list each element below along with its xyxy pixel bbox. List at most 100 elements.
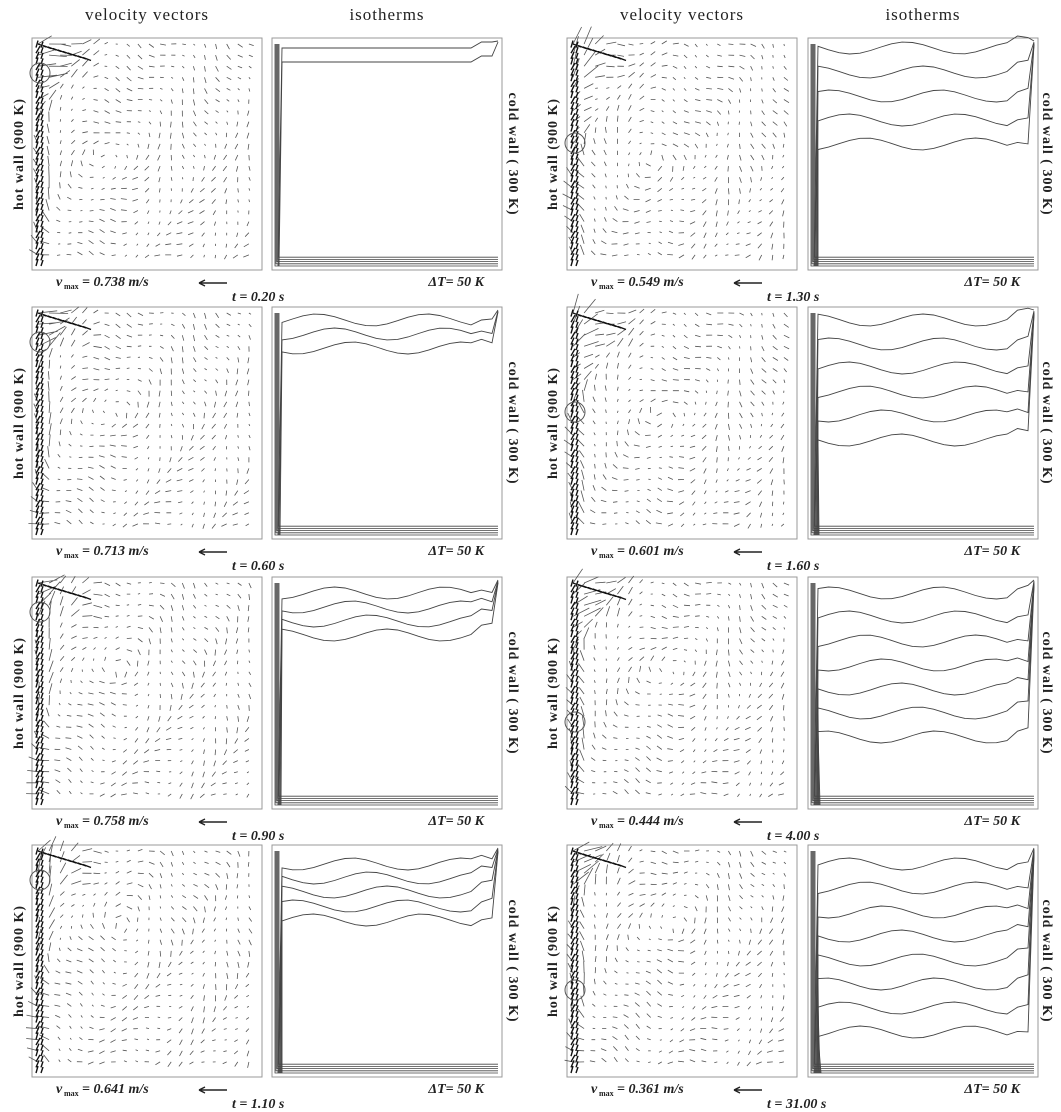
time-label: t = 31.00 s xyxy=(767,1097,827,1112)
isotherm xyxy=(816,582,1034,805)
isotherm xyxy=(812,44,1034,264)
isotherm xyxy=(815,311,1034,535)
vector-field xyxy=(565,569,789,797)
cold-wall-label: cold wall ( 300 K) xyxy=(1039,93,1054,216)
isotherm xyxy=(815,849,1034,1073)
vector-field xyxy=(26,575,251,799)
isotherm xyxy=(277,583,498,801)
isotherm xyxy=(818,854,1034,1073)
probe-circle xyxy=(565,133,585,153)
cold-wall-label: cold wall ( 300 K) xyxy=(1039,632,1054,755)
figure: velocity vectors isotherms velocity vector… xyxy=(0,0,1061,1112)
scale-arrow xyxy=(734,819,762,825)
probe-circle xyxy=(565,712,585,732)
isotherm xyxy=(818,852,1034,1073)
delta-t-label: ΔT= 50 K xyxy=(427,1082,485,1097)
isotherm xyxy=(815,581,1034,805)
vector-field xyxy=(565,842,787,1066)
isotherm xyxy=(817,313,1034,535)
isotherm xyxy=(278,313,498,528)
isotherm xyxy=(277,44,498,262)
vmax-symbol: v xyxy=(591,275,598,290)
vector-field xyxy=(29,36,253,259)
column-header: velocity vectors xyxy=(620,5,744,24)
vmax-subscript: max xyxy=(599,282,614,291)
delta-t-label: ΔT= 50 K xyxy=(963,1082,1021,1097)
vmax-value: = 0.758 m/s xyxy=(82,814,149,829)
vmax-value: = 0.549 m/s xyxy=(617,275,684,290)
vmax-subscript: max xyxy=(599,1089,614,1098)
isotherm xyxy=(818,315,1034,535)
isotherm xyxy=(816,43,1034,266)
column-header: isotherms xyxy=(349,5,424,24)
isotherm xyxy=(279,583,498,796)
isotherm xyxy=(280,582,498,805)
time-label: t = 0.90 s xyxy=(232,829,285,844)
isotherm xyxy=(276,583,498,803)
isotherm xyxy=(813,313,1034,531)
vmax-value: = 0.738 m/s xyxy=(82,275,149,290)
probe-circle xyxy=(565,402,585,422)
isotherm xyxy=(818,853,1034,1073)
isotherm xyxy=(275,583,498,805)
wall-jet xyxy=(36,848,91,1073)
isotherm xyxy=(275,44,498,266)
isotherm xyxy=(279,311,498,535)
vmax-symbol: v xyxy=(56,814,63,829)
isotherm xyxy=(813,583,1034,801)
isotherm xyxy=(279,849,498,1073)
isotherm xyxy=(817,44,1034,266)
isotherm xyxy=(276,44,498,264)
isotherm xyxy=(278,310,498,535)
isotherm xyxy=(815,313,1034,526)
wall-jet xyxy=(571,848,626,1073)
isotherm xyxy=(815,851,1034,1064)
time-label: t = 0.60 s xyxy=(232,559,285,574)
isotherm-frame xyxy=(272,307,502,539)
time-label: t = 1.30 s xyxy=(767,290,820,305)
isotherm xyxy=(276,851,498,1071)
isotherm xyxy=(275,851,498,1073)
isotherm xyxy=(815,44,1034,257)
isotherm xyxy=(814,44,1034,259)
isotherm xyxy=(275,313,498,535)
vmax-symbol: v xyxy=(591,544,598,559)
isotherm xyxy=(277,313,498,531)
scale-arrow xyxy=(734,549,762,555)
vmax-symbol: v xyxy=(56,1082,63,1097)
cold-wall-label: cold wall ( 300 K) xyxy=(505,900,520,1023)
isotherm xyxy=(818,314,1034,535)
vector-frame xyxy=(32,307,262,539)
vector-frame xyxy=(567,307,797,539)
vmax-value: = 0.641 m/s xyxy=(82,1082,149,1097)
isotherm xyxy=(814,36,1034,266)
time-label: t = 1.60 s xyxy=(767,559,820,574)
delta-t-label: ΔT= 50 K xyxy=(427,544,485,559)
hot-wall-label: hot wall (900 K) xyxy=(12,637,27,749)
isotherm xyxy=(814,583,1034,798)
delta-t-label: ΔT= 50 K xyxy=(963,275,1021,290)
vmax-symbol: v xyxy=(56,544,63,559)
isotherm xyxy=(278,583,498,798)
wall-jet xyxy=(36,580,91,805)
hot-wall-label: hot wall (900 K) xyxy=(12,905,27,1017)
column-header: velocity vectors xyxy=(85,5,209,24)
isotherm xyxy=(278,41,498,266)
isotherm xyxy=(814,851,1034,1066)
vmax-value: = 0.361 m/s xyxy=(617,1082,684,1097)
isotherm xyxy=(276,313,498,533)
isotherm-frame xyxy=(272,38,502,270)
vmax-value: = 0.444 m/s xyxy=(617,814,684,829)
hot-wall-label: hot wall (900 K) xyxy=(12,98,27,210)
isotherm xyxy=(279,581,498,805)
isotherm xyxy=(278,848,498,1073)
scale-arrow xyxy=(199,819,227,825)
cold-wall-label: cold wall ( 300 K) xyxy=(505,93,520,216)
vector-frame xyxy=(567,38,797,270)
isotherm xyxy=(811,44,1034,266)
delta-t-label: ΔT= 50 K xyxy=(963,544,1021,559)
scale-arrow xyxy=(199,549,227,555)
isotherm xyxy=(815,583,1034,796)
isotherm xyxy=(818,45,1034,266)
cold-wall-label: cold wall ( 300 K) xyxy=(1039,900,1054,1023)
